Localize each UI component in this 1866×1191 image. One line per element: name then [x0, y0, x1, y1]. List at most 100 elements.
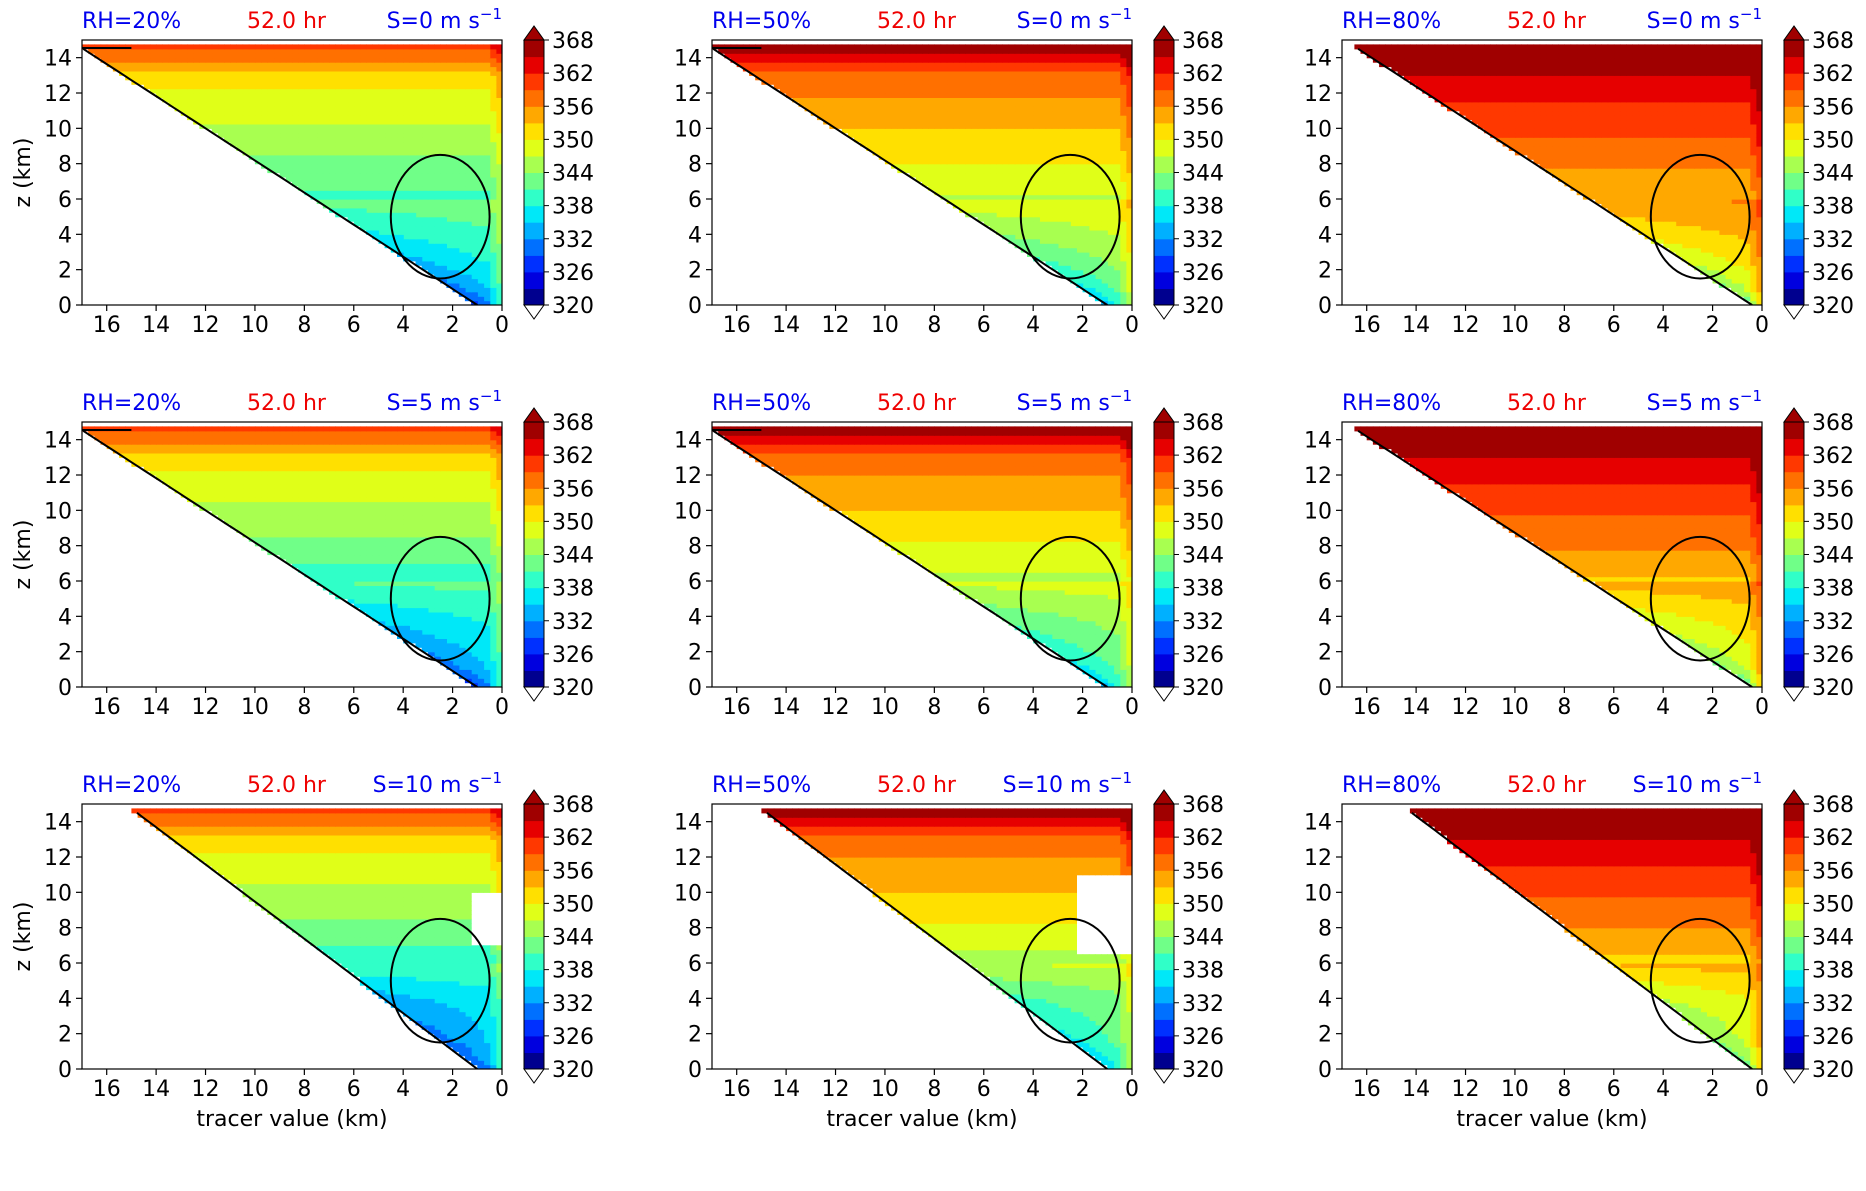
- field-cell: [1076, 282, 1084, 288]
- field-cell: [409, 128, 417, 134]
- field-cell: [1070, 48, 1077, 54]
- field-cell: [1755, 229, 1762, 235]
- field-cell: [390, 137, 398, 143]
- field-cell: [1737, 274, 1745, 280]
- field-cell: [1076, 128, 1084, 134]
- field-cell: [1657, 181, 1664, 187]
- field-cell: [458, 278, 466, 284]
- field-cell: [878, 97, 886, 103]
- field-cell: [366, 141, 373, 147]
- field-cell: [452, 194, 460, 200]
- field-cell: [1008, 229, 1016, 235]
- field-cell: [1051, 181, 1059, 187]
- field-cell: [909, 154, 917, 160]
- field-cell: [829, 84, 837, 90]
- field-cell: [1743, 229, 1751, 235]
- field-cell: [353, 88, 361, 94]
- field-cell: [841, 123, 849, 129]
- field-cell: [1125, 79, 1132, 85]
- field-cell: [940, 176, 948, 182]
- field-cell: [446, 93, 454, 98]
- field-cell: [304, 150, 312, 156]
- field-cell: [174, 70, 182, 76]
- field-cell: [415, 84, 423, 90]
- field-cell: [440, 123, 447, 129]
- field-cell: [452, 238, 460, 244]
- field-cell: [860, 75, 867, 81]
- field-cell: [329, 101, 336, 107]
- field-cell: [230, 97, 237, 103]
- field-cell: [1675, 221, 1683, 227]
- field-cell: [1020, 137, 1028, 143]
- y-tick-label: 14: [674, 47, 702, 72]
- field-cell: [977, 137, 985, 143]
- field-cell: [1088, 190, 1096, 196]
- field-cell: [946, 159, 954, 165]
- y-tick-label: 10: [674, 117, 702, 142]
- field-cell: [971, 62, 979, 68]
- field-cell: [922, 101, 929, 107]
- field-cell: [100, 57, 108, 63]
- field-cell: [1064, 84, 1071, 90]
- field-cell: [217, 79, 225, 85]
- field-cell: [329, 176, 336, 182]
- field-cell: [1749, 282, 1757, 288]
- field-cell: [1057, 256, 1065, 262]
- field-cell: [267, 163, 275, 169]
- field-cell: [1743, 282, 1751, 288]
- field-cell: [1700, 216, 1707, 222]
- field-cell: [446, 70, 454, 76]
- field-cell: [922, 106, 929, 112]
- field-cell: [977, 66, 985, 72]
- field-cell: [1027, 221, 1034, 227]
- field-cell: [316, 93, 324, 98]
- field-cell: [1020, 48, 1028, 54]
- field-cell: [1002, 44, 1010, 50]
- field-cell: [1045, 207, 1053, 213]
- field-cell: [446, 247, 454, 253]
- field-cell: [1002, 57, 1010, 63]
- field-cell: [1033, 247, 1040, 253]
- field-cell: [1033, 48, 1040, 54]
- field-cell: [193, 53, 200, 59]
- field-cell: [1082, 207, 1090, 213]
- field-cell: [149, 75, 157, 81]
- field-cell: [1064, 229, 1071, 235]
- field-cell: [1632, 199, 1640, 204]
- field-cell: [347, 84, 355, 90]
- field-cell: [860, 97, 867, 103]
- field-cell: [458, 150, 466, 156]
- field-cell: [205, 44, 213, 50]
- field-cell: [928, 176, 935, 182]
- field-cell: [952, 84, 960, 90]
- field-cell: [1718, 256, 1726, 262]
- field-cell: [1700, 265, 1707, 271]
- field-cell: [1070, 119, 1077, 125]
- field-cell: [749, 57, 756, 63]
- field-cell: [353, 176, 361, 182]
- field-cell: [409, 150, 417, 156]
- field-cell: [316, 70, 324, 76]
- field-cell: [1743, 287, 1751, 293]
- field-cell: [1125, 287, 1132, 293]
- field-cell: [854, 53, 861, 59]
- field-cell: [322, 110, 330, 116]
- field-cell: [755, 57, 762, 63]
- field-cell: [1039, 48, 1047, 54]
- field-cell: [1101, 185, 1108, 191]
- field-cell: [452, 212, 460, 218]
- field-cell: [1669, 181, 1677, 187]
- field-cell: [1014, 190, 1022, 196]
- field-cell: [483, 79, 491, 85]
- field-cell: [1002, 93, 1010, 98]
- field-cell: [329, 185, 336, 191]
- field-cell: [1014, 62, 1022, 68]
- field-cell: [965, 141, 972, 147]
- field-cell: [279, 123, 287, 129]
- field-cell: [279, 88, 287, 94]
- field-cell: [1045, 150, 1053, 156]
- field-cell: [310, 194, 318, 200]
- field-cell: [1070, 247, 1077, 253]
- field-cell: [1045, 137, 1053, 143]
- field-cell: [1755, 216, 1762, 222]
